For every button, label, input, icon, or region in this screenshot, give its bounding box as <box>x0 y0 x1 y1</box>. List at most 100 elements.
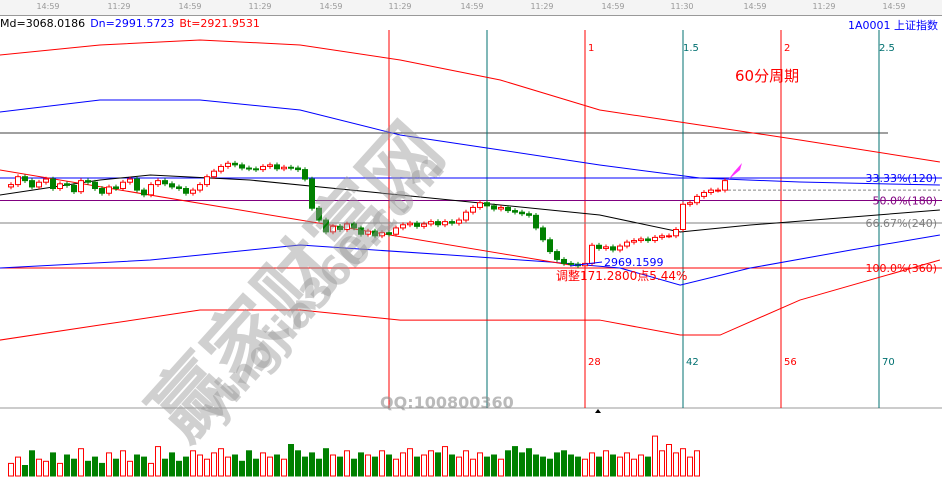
candle-up <box>15 176 21 186</box>
candle-down <box>162 180 168 185</box>
candle-down <box>92 181 98 190</box>
volume-bar <box>169 452 175 477</box>
candle-up <box>722 180 728 191</box>
arrow-icon <box>728 163 742 180</box>
band-upper-blue <box>0 99 940 186</box>
time-label: 14:59 <box>601 2 625 11</box>
time-label: 14:59 <box>319 2 343 11</box>
candle-up <box>78 180 84 193</box>
volume-bar <box>22 465 28 477</box>
candle-down <box>645 238 651 242</box>
candle-up <box>204 176 210 186</box>
volume-bar <box>505 450 511 477</box>
candle-up <box>379 232 385 237</box>
low-price-label: 2969.1599 <box>604 256 664 269</box>
volume-bar <box>694 450 700 477</box>
candle-up <box>498 206 504 210</box>
volume-bar <box>435 452 441 477</box>
volume-bar <box>316 458 322 477</box>
candle-down <box>358 227 364 235</box>
volume-bar <box>351 458 357 477</box>
volume-bar <box>43 460 49 477</box>
volume-bar <box>533 454 539 477</box>
volume-bar <box>687 456 693 477</box>
candle-down <box>554 251 560 260</box>
volume-bar <box>281 458 287 477</box>
volume-bar <box>8 462 14 477</box>
cycle-top-label: 2 <box>784 43 790 54</box>
cycle-top-label: 2.5 <box>879 43 895 54</box>
cycle-top-label: 1.5 <box>683 43 699 54</box>
candle-down <box>491 205 497 210</box>
candle-down <box>351 223 357 229</box>
candle-up <box>442 221 448 226</box>
candle-down <box>323 219 329 233</box>
volume-bar <box>148 462 154 477</box>
candle-up <box>281 166 287 170</box>
volume-bar <box>484 456 490 477</box>
candle-down <box>547 239 553 253</box>
candle-down <box>141 189 147 196</box>
time-label: 14:59 <box>460 2 484 11</box>
volume-bar <box>603 450 609 477</box>
candle-up <box>120 181 126 190</box>
volume-bar <box>624 452 630 477</box>
candle-up <box>225 162 231 167</box>
volume-bar <box>71 458 77 477</box>
candle-up <box>428 221 434 225</box>
volume-bar <box>659 450 665 477</box>
candle-up <box>344 223 350 231</box>
volume-bar <box>617 456 623 477</box>
candle-down <box>540 227 546 241</box>
candle-down <box>505 206 511 212</box>
cycle-bottom-label: 56 <box>784 357 797 368</box>
candle-up <box>652 236 658 242</box>
volume-bar <box>288 444 294 477</box>
time-label: 11:29 <box>248 2 272 11</box>
time-label: 11:29 <box>107 2 131 11</box>
volume-bar <box>407 448 413 477</box>
volume-bar <box>295 450 301 477</box>
candle-down <box>274 164 280 170</box>
fib-label: 50.0%(180) <box>872 195 937 208</box>
period-label: 60分周期 <box>735 67 799 85</box>
candle-down <box>232 162 238 166</box>
time-label: 14:59 <box>743 2 767 11</box>
cycle-top-label: 1 <box>588 43 594 54</box>
volume-bar <box>232 454 238 477</box>
volume-bar <box>645 456 651 477</box>
candle-down <box>309 178 315 209</box>
volume-bar <box>260 452 266 477</box>
candle-down <box>22 176 28 182</box>
volume-bar <box>540 456 546 477</box>
volume-bar <box>204 458 210 477</box>
candle-down <box>435 221 441 226</box>
candle-down <box>372 230 378 237</box>
candle-up <box>330 225 336 233</box>
candle-up <box>624 241 630 247</box>
volume-bar <box>36 458 42 477</box>
band-middle <box>0 174 940 233</box>
volume-bar <box>414 456 420 477</box>
candle-up <box>589 244 595 264</box>
candle-up <box>197 184 203 191</box>
volume-bar <box>267 456 273 477</box>
volume-bar <box>29 450 35 477</box>
volume-bar <box>575 456 581 477</box>
volume-bar <box>309 452 315 477</box>
cycle-bottom-label: 70 <box>882 357 895 368</box>
candle-down <box>134 178 140 191</box>
volume-bar <box>477 452 483 477</box>
candle-up <box>701 191 707 197</box>
candle-down <box>29 180 35 188</box>
time-label: 14:59 <box>36 2 60 11</box>
cycle-bottom-label: 42 <box>686 357 699 368</box>
candle-down <box>519 211 525 215</box>
volume-bar <box>64 454 70 477</box>
adjust-label: 调整171.2800点5.44% <box>556 268 687 283</box>
candle-up <box>470 206 476 213</box>
band-upper-red <box>0 39 940 163</box>
volume-bar <box>127 460 133 477</box>
time-label: 11:29 <box>388 2 412 11</box>
